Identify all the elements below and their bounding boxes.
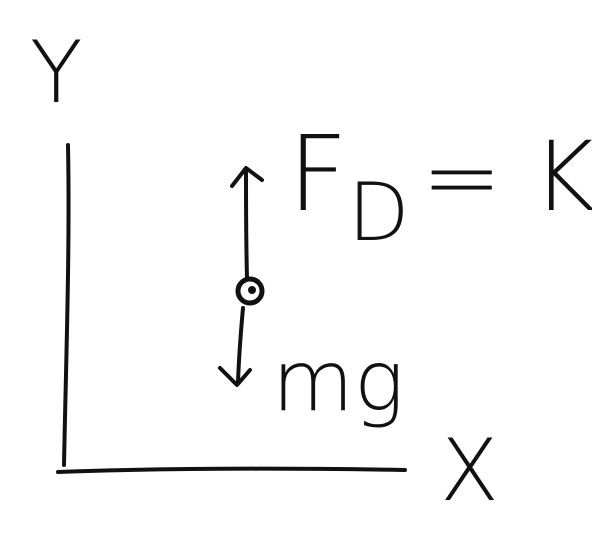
- drag-equation: = KV: [421, 121, 592, 233]
- drag-arrowhead: [230, 166, 264, 188]
- weight-arrowhead: [218, 366, 252, 387]
- drag-arrow: [244, 170, 249, 280]
- x-axis-label: X: [440, 421, 499, 521]
- particle-center: [248, 286, 256, 294]
- x-axis: [56, 466, 407, 474]
- weight-label: mg: [272, 332, 404, 430]
- weight-arrow: [236, 306, 245, 384]
- drag-label: FD= KV: [288, 113, 592, 259]
- drag-symbol: F: [288, 113, 348, 235]
- y-axis-label: Y: [30, 23, 83, 123]
- particle: [235, 276, 265, 306]
- drag-subscript: D: [348, 166, 410, 259]
- y-axis: [62, 143, 71, 467]
